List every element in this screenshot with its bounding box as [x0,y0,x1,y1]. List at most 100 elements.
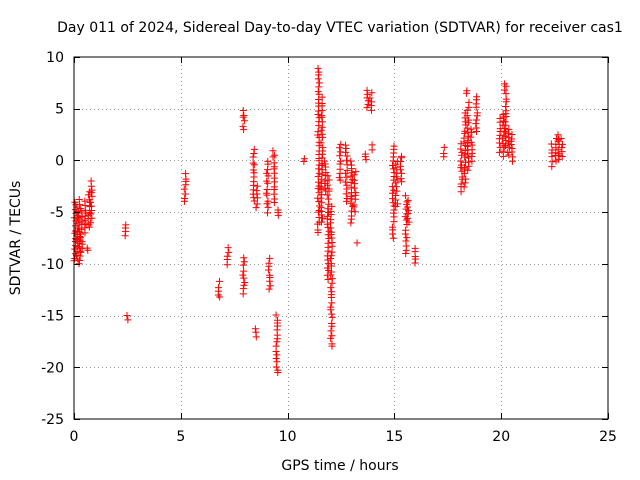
cluster-55 [507,130,517,165]
data-point [328,340,336,348]
data-point [402,237,410,245]
data-point [321,177,329,185]
data-point [458,148,466,156]
data-point [253,200,261,208]
y-tick-label: -10 [41,257,64,273]
data-point [502,90,510,98]
data-point [239,261,247,269]
data-point [368,98,376,106]
data-point [508,144,516,152]
data-point [509,153,517,161]
data-point [343,152,351,160]
data-points [70,64,566,377]
data-point [318,199,326,207]
data-point [88,186,96,194]
data-point [361,150,369,158]
data-point [460,183,468,191]
data-point [364,100,372,108]
data-point [88,214,96,222]
data-point [363,104,371,112]
data-point [272,342,280,350]
data-point [77,207,85,215]
cluster-35 [366,89,376,114]
data-point [75,260,83,268]
x-tick-label: 20 [492,429,510,445]
data-point [554,131,562,139]
data-point [467,138,475,146]
cluster-37 [368,141,376,154]
data-point [440,143,448,151]
data-point [508,130,516,138]
data-point [398,178,406,186]
cluster-49 [463,87,471,97]
data-point [252,204,260,212]
cluster-44 [440,143,448,161]
cluster-29 [335,140,345,184]
data-point [403,203,411,211]
data-point [273,351,281,359]
data-point [473,93,481,101]
data-point [548,146,556,154]
data-point [272,311,280,319]
data-point [264,197,272,205]
data-point [393,200,401,208]
y-axis-label: SDTVAR / TECUs [8,181,24,296]
data-point [465,98,473,106]
data-point [327,208,335,216]
data-point [472,116,480,124]
data-point [270,159,278,167]
data-point [465,116,473,124]
data-point [343,181,351,189]
y-tick-label: 0 [55,153,64,169]
data-point [347,219,355,227]
data-point [389,223,397,231]
data-point [320,157,328,165]
data-point [405,207,413,215]
cluster-39 [392,158,401,211]
data-point [404,214,412,222]
data-point [239,122,247,130]
data-point [317,112,325,120]
data-point [76,257,84,265]
data-point [463,106,471,114]
data-point [249,166,257,174]
data-point [457,157,465,165]
data-point [328,310,336,318]
data-point [239,285,247,293]
data-point [240,254,248,262]
cluster-5 [84,188,94,231]
data-point [240,267,248,275]
data-point [558,144,566,152]
data-point [250,145,258,153]
data-point [397,175,405,183]
cluster-54 [504,125,513,159]
data-point [319,144,327,152]
data-point [124,316,132,324]
data-point [182,170,190,178]
cluster-38 [388,142,398,242]
data-point [501,125,509,133]
data-point [239,113,247,121]
data-point [272,355,280,363]
cluster-19 [265,254,274,293]
y-tick-label: 5 [55,102,64,118]
data-point [252,328,260,336]
data-point [463,87,471,95]
data-point [472,124,480,132]
data-point [83,244,91,252]
data-point [462,175,470,183]
cluster-33 [353,239,361,247]
data-point [352,189,360,197]
data-point [392,191,400,199]
data-point [328,202,336,210]
data-point [389,162,396,170]
cluster-50 [472,93,481,135]
data-point [77,230,85,238]
data-point [273,338,281,346]
cluster-28 [327,202,336,350]
data-point [402,226,410,234]
cluster-32 [350,168,360,216]
data-point [317,194,325,202]
data-point [327,260,335,268]
